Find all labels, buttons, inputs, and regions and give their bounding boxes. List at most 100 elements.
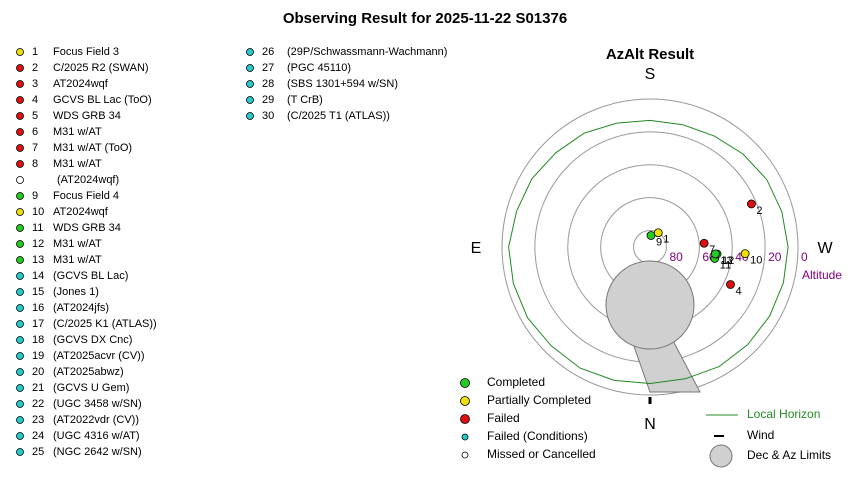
status-dot	[16, 96, 24, 104]
status-dot	[16, 288, 24, 296]
point-label: 13	[720, 255, 732, 267]
altitude-tick-label: 20	[768, 250, 782, 264]
legend-label: Missed or Cancelled	[487, 447, 596, 461]
target-number: 21	[32, 382, 44, 394]
target-name: (GCVS DX Cnc)	[53, 334, 132, 346]
target-name: WDS GRB 34	[53, 222, 121, 234]
compass-e: E	[471, 240, 482, 257]
target-name: (UGC 4316 w/AT)	[53, 430, 140, 442]
legend-swatch	[461, 433, 469, 441]
horizon-line	[508, 119, 789, 385]
legend-swatch	[461, 451, 469, 459]
target-number: 4	[32, 94, 38, 106]
status-dot	[16, 80, 24, 88]
target-number: 19	[32, 350, 44, 362]
status-dot	[16, 384, 24, 392]
status-dot	[16, 208, 24, 216]
status-dot	[16, 144, 24, 152]
altitude-tick-label: 0	[801, 250, 808, 264]
status-dot	[16, 128, 24, 136]
chart-title: AzAlt Result	[606, 46, 694, 63]
target-name: (AT2022vdr (CV))	[53, 414, 139, 426]
target-name: (NGC 2642 w/SN)	[53, 446, 142, 458]
limits	[605, 260, 701, 393]
compass-s: S	[645, 66, 656, 83]
target-name: (Jones 1)	[53, 286, 99, 298]
status-dot	[16, 416, 24, 424]
target-number: 23	[32, 414, 44, 426]
point-label: 10	[750, 255, 762, 267]
point-label: 7	[709, 244, 715, 256]
target-number: 26	[262, 46, 274, 58]
status-dot	[16, 320, 24, 328]
legend-limits: Dec & Az Limits	[747, 448, 831, 462]
target-number: 1	[32, 46, 38, 58]
target-name: (C/2025 T1 (ATLAS))	[287, 110, 390, 122]
legend-label: Failed (Conditions)	[487, 429, 588, 443]
target-name: Focus Field 3	[53, 46, 119, 58]
target-name: M31 w/AT	[53, 158, 102, 170]
status-dot	[16, 448, 24, 456]
target-name: (UGC 3458 w/SN)	[53, 398, 142, 410]
target-number: 20	[32, 366, 44, 378]
target-number: 13	[32, 254, 44, 266]
status-dot	[16, 368, 24, 376]
page-title: Observing Result for 2025-11-22 S01376	[283, 10, 567, 27]
target-number: 3	[32, 78, 38, 90]
status-dot	[16, 192, 24, 200]
status-dot	[246, 80, 254, 88]
radial-label: Altitude	[802, 268, 842, 282]
target-number: 10	[32, 206, 44, 218]
target-name: AT2024wqf	[53, 78, 109, 90]
status-dot	[16, 240, 24, 248]
target-number: 28	[262, 78, 274, 90]
legend-swatch	[460, 414, 470, 424]
status-dot	[246, 96, 254, 104]
legend-swatch	[460, 378, 470, 388]
status-dot	[16, 48, 24, 56]
compass-n: N	[644, 416, 656, 433]
target-number: 30	[262, 110, 274, 122]
target-point	[711, 249, 720, 259]
compass-w: W	[817, 240, 833, 257]
status-dot	[246, 48, 254, 56]
target-point	[726, 280, 735, 289]
target-number: 7	[32, 142, 38, 154]
point-label: 9	[656, 236, 662, 248]
legend-label: Completed	[487, 375, 545, 389]
legend-label: Failed	[487, 411, 520, 425]
point-label: 4	[735, 285, 741, 297]
target-number: 5	[32, 110, 38, 122]
point-label: 11	[720, 259, 731, 271]
target-name: (C/2025 K1 (ATLAS))	[53, 318, 157, 330]
target-number: 6	[32, 126, 38, 138]
status-dot	[16, 64, 24, 72]
legend-horizon: Local Horizon	[747, 407, 820, 421]
status-dot	[16, 224, 24, 232]
target-name: (T CrB)	[287, 94, 323, 106]
target-point	[740, 249, 750, 259]
target-point	[699, 238, 709, 248]
target-name: C/2025 R2 (SWAN)	[53, 62, 149, 74]
target-name: (AT2025abwz)	[53, 366, 124, 378]
status-dot	[16, 256, 24, 264]
target-number: 11	[32, 222, 43, 234]
target-number: 12	[32, 238, 44, 250]
point-label: 12	[722, 255, 734, 267]
target-number: 24	[32, 430, 44, 442]
target-name: (AT2025acvr (CV))	[53, 350, 144, 362]
target-number: 14	[32, 270, 44, 282]
status-dot	[16, 112, 24, 120]
status-dot	[16, 272, 24, 280]
altitude-tick-label: 80	[669, 250, 683, 264]
target-number: 8	[32, 158, 38, 170]
target-point	[747, 199, 756, 209]
target-name: (AT2024wqf)	[57, 174, 119, 186]
altitude-ring	[501, 98, 799, 396]
target-name: (PGC 45110)	[287, 62, 351, 74]
status-dot	[16, 336, 24, 344]
target-point	[646, 231, 656, 240]
target-name: M31 w/AT (ToO)	[53, 142, 132, 154]
target-name: (29P/Schwassmann-Wachmann)	[287, 46, 447, 58]
